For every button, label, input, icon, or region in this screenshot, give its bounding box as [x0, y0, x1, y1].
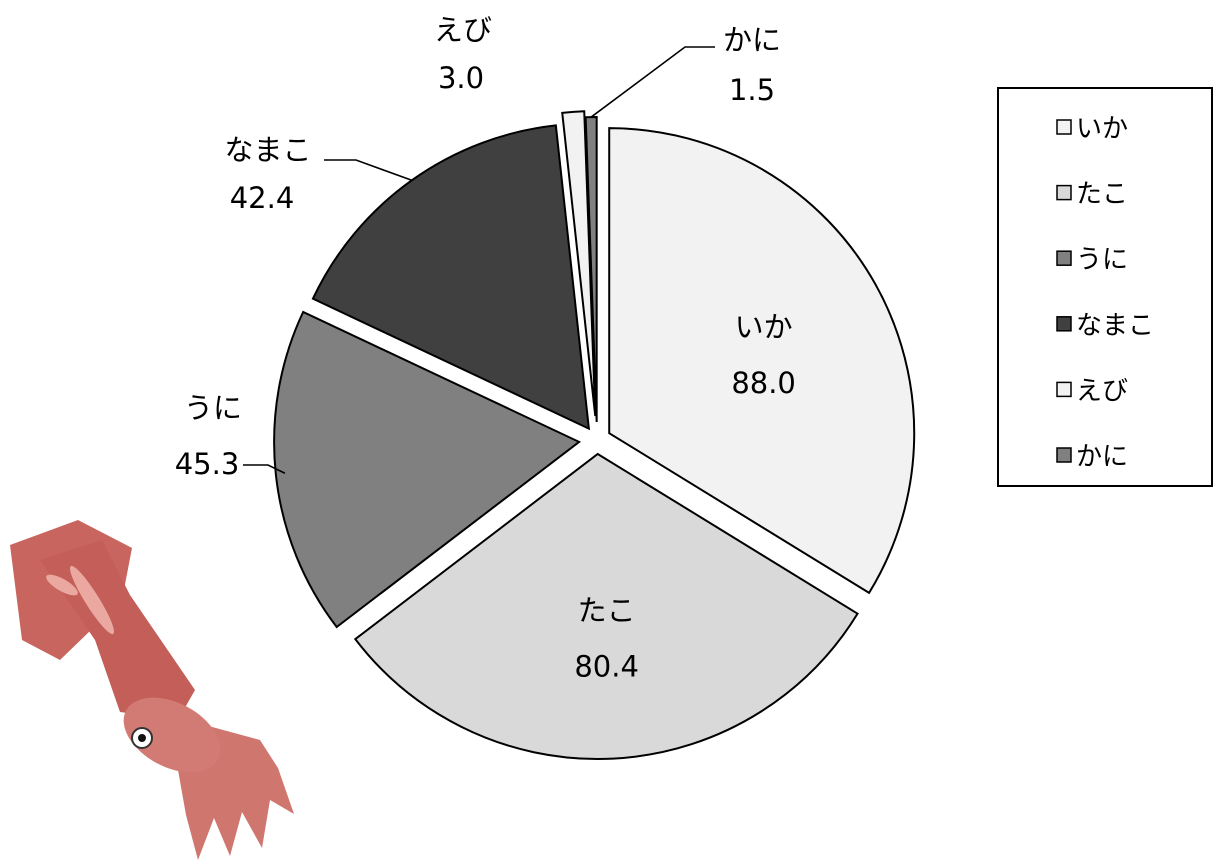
legend-box — [997, 87, 1213, 487]
legend-label-4: なまこ — [1076, 311, 1154, 341]
data-label-category-5: えび — [434, 13, 492, 47]
legend-swatch-4 — [1056, 316, 1072, 332]
leader-line-3 — [243, 464, 286, 474]
legend-label-6: かに — [1076, 442, 1128, 472]
data-label-value-4: 42.4 — [230, 181, 295, 215]
legend-label-1: いか — [1076, 114, 1128, 144]
pie-slice-1 — [608, 127, 916, 595]
pie-slice-6 — [584, 116, 598, 423]
legend-swatch-1 — [1056, 119, 1072, 135]
legend-label-3: うに — [1076, 245, 1128, 275]
squid-highlight — [69, 565, 115, 635]
pie-slice-3 — [273, 310, 582, 629]
data-label-value-1: 88.0 — [731, 366, 796, 400]
data-label-value-3: 45.3 — [175, 447, 240, 481]
legend-swatch-3 — [1056, 250, 1072, 266]
legend-swatch-2 — [1056, 184, 1072, 201]
squid-head — [123, 697, 221, 773]
leader-line-6 — [590, 46, 715, 118]
data-label-value-6: 1.5 — [729, 73, 775, 107]
data-label-category-2: たこ — [578, 594, 636, 628]
leader-line-4 — [324, 159, 413, 182]
legend-label-2: たこ — [1076, 180, 1128, 210]
legend-swatch-6 — [1056, 447, 1072, 463]
data-label-category-1: いか — [735, 310, 793, 344]
data-label-category-6: かに — [723, 23, 781, 57]
squid-illustration — [10, 520, 294, 860]
legend-swatch-5 — [1056, 381, 1072, 398]
legend-label-5: えび — [1076, 376, 1128, 406]
data-label-category-4: なまこ — [224, 133, 311, 167]
data-label-category-3: うに — [184, 391, 242, 425]
data-label-value-5: 3.0 — [438, 61, 484, 95]
data-label-value-2: 80.4 — [574, 650, 639, 684]
pie-slice-5 — [561, 110, 597, 417]
squid-pupil — [138, 734, 146, 742]
pie-slice-2 — [353, 452, 859, 760]
squid-highlight — [46, 574, 78, 596]
